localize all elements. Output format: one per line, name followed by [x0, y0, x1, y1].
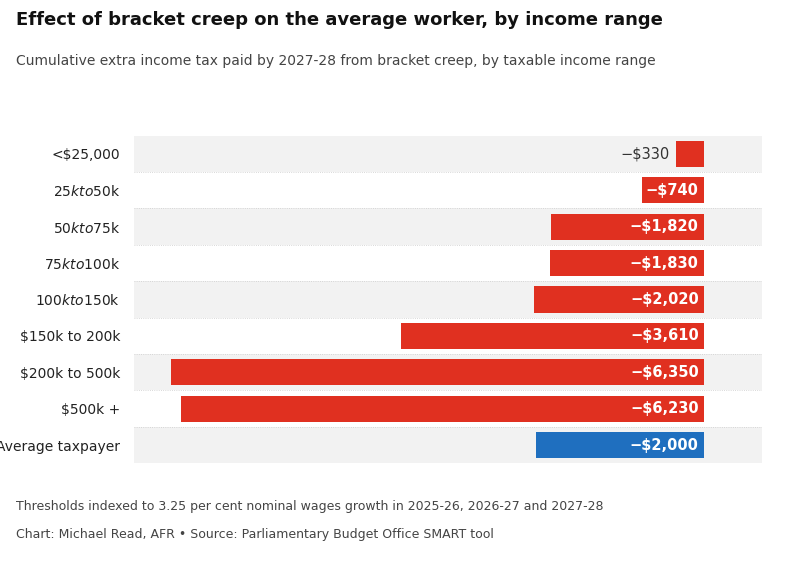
Text: −$3,610: −$3,610 [630, 328, 699, 344]
Bar [134, 172, 762, 208]
Text: −$740: −$740 [646, 182, 699, 198]
Text: Effect of bracket creep on the average worker, by income range: Effect of bracket creep on the average w… [16, 11, 663, 29]
Bar [134, 318, 762, 354]
Text: −$330: −$330 [620, 146, 670, 161]
Bar [534, 286, 703, 312]
Text: Cumulative extra income tax paid by 2027-28 from bracket creep, by taxable incom: Cumulative extra income tax paid by 2027… [16, 54, 656, 68]
Text: −$2,000: −$2,000 [630, 438, 699, 453]
Bar [551, 214, 703, 240]
Bar [134, 390, 762, 427]
Bar [550, 250, 703, 276]
Text: −$6,350: −$6,350 [630, 365, 699, 380]
Bar [182, 396, 703, 422]
Text: −$2,020: −$2,020 [630, 292, 699, 307]
Bar [134, 281, 762, 318]
Bar [134, 136, 762, 172]
Bar [134, 354, 762, 390]
Text: Thresholds indexed to 3.25 per cent nominal wages growth in 2025-26, 2026-27 and: Thresholds indexed to 3.25 per cent nomi… [16, 500, 603, 513]
Bar [536, 432, 703, 458]
Text: −$1,830: −$1,830 [630, 255, 699, 271]
Text: −$6,230: −$6,230 [630, 401, 699, 416]
Text: −$1,820: −$1,820 [630, 219, 699, 234]
Bar [134, 245, 762, 281]
Bar [401, 323, 703, 349]
Bar [171, 359, 703, 385]
Bar [676, 141, 703, 167]
Bar [134, 427, 762, 463]
Bar [641, 177, 703, 203]
Bar [134, 208, 762, 245]
Text: Chart: Michael Read, AFR • Source: Parliamentary Budget Office SMART tool: Chart: Michael Read, AFR • Source: Parli… [16, 528, 494, 541]
